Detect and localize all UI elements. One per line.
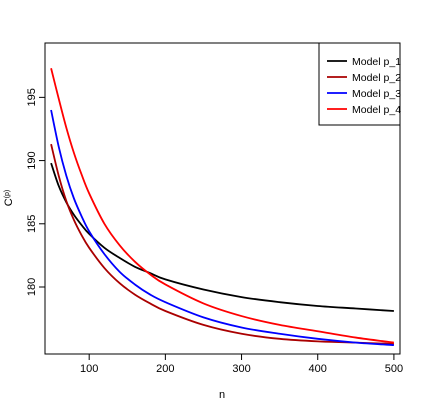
legend-label-4: Model p_4	[352, 104, 401, 116]
x-axis-title: n	[219, 389, 225, 401]
series-line-1	[50, 162, 394, 312]
y-tick-label: 190	[26, 151, 38, 169]
series-line-2	[50, 143, 394, 345]
y-tick-label: 185	[26, 215, 38, 233]
x-tick-label: 500	[385, 363, 403, 375]
legend-label-1: Model p_1	[352, 56, 401, 68]
x-tick-label: 100	[80, 363, 98, 375]
y-axis-title-main: C	[3, 198, 15, 206]
legend: Model p_1 Model p_2 Model p_3 Model p_4	[318, 42, 401, 126]
x-tick-label: 200	[156, 363, 174, 375]
series-line-3	[50, 109, 394, 347]
legend-box	[318, 42, 401, 126]
y-axis-title-superscript: (p)	[4, 190, 11, 199]
series-line-4	[50, 68, 395, 344]
y-axis: 180 185 190 195	[26, 88, 46, 296]
legend-label-3: Model p_3	[352, 88, 401, 100]
y-tick-label: 195	[26, 88, 38, 106]
y-tick-label: 180	[26, 278, 38, 296]
x-axis: 100 200 300 400 500	[80, 353, 403, 375]
x-tick-label: 300	[232, 363, 250, 375]
series-layer	[50, 68, 395, 347]
x-tick-label: 400	[309, 363, 327, 375]
legend-label-2: Model p_2	[352, 72, 401, 84]
y-axis-title: C(p)	[3, 190, 15, 207]
